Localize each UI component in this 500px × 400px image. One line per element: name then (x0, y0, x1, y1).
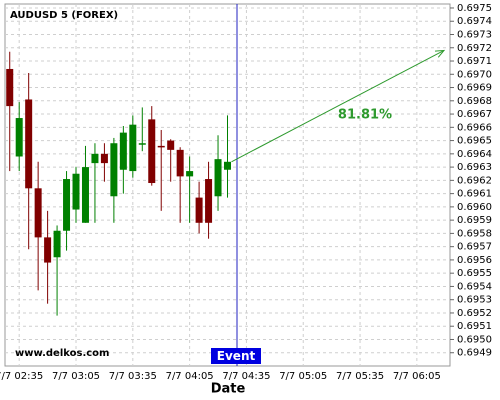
forecast-arrow (231, 49, 445, 163)
x-tick-label: 7/7 05:05 (279, 371, 327, 382)
y-tick-label: 0.6974 (457, 16, 492, 27)
candle-body (44, 237, 52, 263)
y-tick-label: 0.6975 (457, 3, 492, 14)
arrow-head (434, 49, 446, 58)
candle-body (100, 153, 108, 164)
y-tick-label: 0.6973 (457, 29, 492, 40)
event-badge (211, 348, 261, 364)
x-tick-label: 7/7 04:35 (222, 371, 270, 382)
candle-body (34, 188, 42, 238)
x-tick-label: 7/7 02:35 (0, 371, 43, 382)
x-tick-label: 7/7 03:05 (52, 371, 100, 382)
annotation-label: 81.81% (338, 108, 392, 123)
y-tick-label: 0.6963 (457, 162, 492, 173)
x-axis-label: Date (211, 382, 246, 397)
y-tick-label: 0.6960 (457, 202, 492, 213)
y-tick-label: 0.6964 (457, 149, 492, 160)
candle-body (186, 171, 194, 177)
y-tick-label: 0.6949 (457, 348, 492, 359)
y-tick-label: 0.6970 (457, 69, 492, 80)
candle-body (25, 99, 33, 189)
watermark: www.delkos.com (15, 348, 109, 359)
candle-body (91, 153, 99, 164)
candle-body (214, 159, 222, 197)
candle-body (205, 179, 213, 223)
candle-body (167, 140, 175, 150)
y-tick-label: 0.6961 (457, 189, 492, 200)
candle-body (72, 173, 80, 210)
y-tick-label: 0.6966 (457, 122, 492, 133)
chart-title: AUDUSD 5 (FOREX) (10, 10, 118, 21)
y-tick-label: 0.6959 (457, 215, 492, 226)
y-tick-label: 0.6951 (457, 321, 492, 332)
candle-body (138, 143, 146, 145)
candle-body (6, 68, 14, 107)
y-tick-label: 0.6971 (457, 56, 492, 67)
candle-body (63, 179, 71, 231)
y-tick-label: 0.6965 (457, 136, 492, 147)
event-label: Event (217, 349, 256, 363)
y-tick-label: 0.6950 (457, 334, 492, 345)
y-tick-label: 0.6969 (457, 83, 492, 94)
x-tick-label: 7/7 06:05 (393, 371, 441, 382)
x-tick-label: 7/7 04:05 (166, 371, 214, 382)
y-tick-label: 0.6967 (457, 109, 492, 120)
candle-body (53, 230, 61, 258)
candle-body (224, 161, 231, 170)
y-tick-label: 0.6968 (457, 96, 492, 107)
candle-body (148, 119, 156, 184)
y-tick-label: 0.6956 (457, 255, 492, 266)
y-tick-label: 0.6957 (457, 242, 492, 253)
candle-body (176, 149, 184, 177)
y-tick-label: 0.6954 (457, 281, 492, 292)
candle-body (129, 124, 137, 172)
y-tick-label: 0.6958 (457, 228, 492, 239)
y-tick-label: 0.6953 (457, 295, 492, 306)
y-tick-label: 0.6955 (457, 268, 492, 279)
y-tick-label: 0.6972 (457, 43, 492, 54)
candle-body (110, 143, 118, 197)
x-tick-label: 7/7 03:35 (109, 371, 157, 382)
candle-body (81, 167, 89, 223)
y-tick-label: 0.6952 (457, 308, 492, 319)
candle-body (119, 132, 127, 170)
candle-body (157, 145, 165, 148)
candle-body (15, 118, 23, 157)
x-tick-label: 7/7 05:35 (336, 371, 384, 382)
y-tick-label: 0.6962 (457, 175, 492, 186)
candle-body (195, 197, 203, 223)
